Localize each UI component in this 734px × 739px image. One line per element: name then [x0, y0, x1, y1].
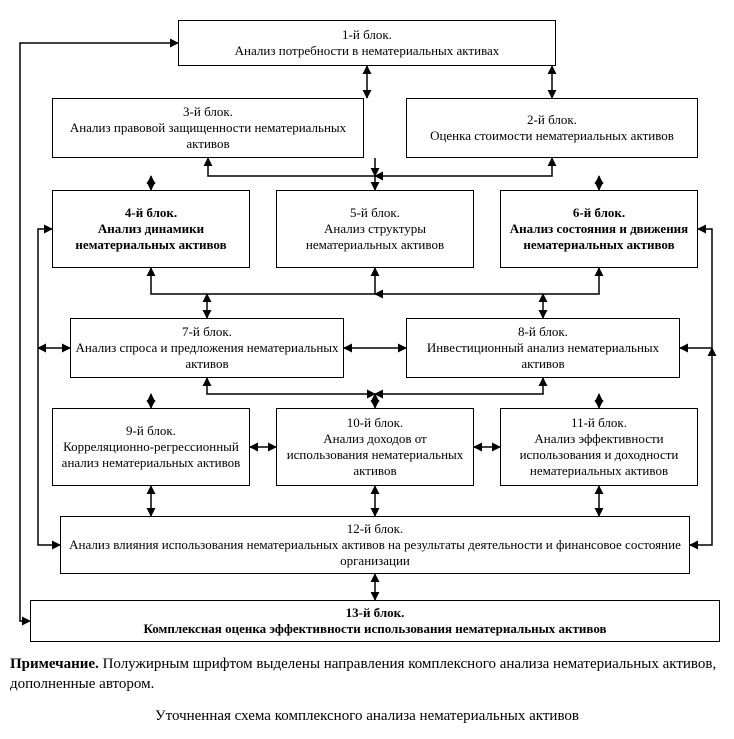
block-text: Анализ доходов от использования нематери…: [281, 431, 469, 480]
block-title: 7-й блок.: [182, 324, 232, 340]
block-9: 9-й блок. Корреляционно-регрессионный ан…: [52, 408, 250, 486]
note-text: Полужирным шрифтом выделены направления …: [10, 656, 716, 692]
block-7: 7-й блок. Анализ спроса и предложения не…: [70, 318, 344, 378]
block-13: 13-й блок. Комплексная оценка эффективно…: [30, 600, 720, 642]
block-12: 12-й блок. Анализ влияния использования …: [60, 516, 690, 574]
block-text: Анализ состояния и движения нематериальн…: [505, 221, 693, 254]
block-title: 6-й блок.: [573, 205, 625, 221]
block-5: 5-й блок. Анализ структуры нематериальны…: [276, 190, 474, 268]
block-title: 9-й блок.: [126, 423, 176, 439]
block-title: 13-й блок.: [346, 605, 405, 621]
block-text: Анализ правовой защищенности нематериаль…: [57, 120, 359, 153]
block-title: 8-й блок.: [518, 324, 568, 340]
block-title: 5-й блок.: [350, 205, 400, 221]
block-title: 3-й блок.: [183, 104, 233, 120]
block-10: 10-й блок. Анализ доходов от использован…: [276, 408, 474, 486]
block-text: Анализ спроса и предложения нематериальн…: [75, 340, 339, 373]
block-text: Оценка стоимости нематериальных активов: [430, 128, 674, 144]
block-text: Анализ потребности в нематериальных акти…: [235, 43, 500, 59]
diagram-stage: 1-й блок. Анализ потребности в нематериа…: [0, 0, 734, 739]
block-4: 4-й блок. Анализ динамики нематериальных…: [52, 190, 250, 268]
footnote: Примечание. Полужирным шрифтом выделены …: [10, 654, 724, 695]
block-11: 11-й блок. Анализ эффективности использо…: [500, 408, 698, 486]
block-text: Анализ влияния использования нематериаль…: [65, 537, 685, 570]
block-title: 10-й блок.: [347, 415, 403, 431]
block-title: 12-й блок.: [347, 521, 403, 537]
block-6: 6-й блок. Анализ состояния и движения не…: [500, 190, 698, 268]
block-text: Инвестиционный анализ нематериальных акт…: [411, 340, 675, 373]
block-text: Комплексная оценка эффективности использ…: [143, 621, 606, 637]
block-2: 2-й блок. Оценка стоимости нематериальны…: [406, 98, 698, 158]
block-3: 3-й блок. Анализ правовой защищенности н…: [52, 98, 364, 158]
block-text: Анализ структуры нематериальных активов: [281, 221, 469, 254]
block-8: 8-й блок. Инвестиционный анализ нематери…: [406, 318, 680, 378]
block-title: 11-й блок.: [571, 415, 627, 431]
note-label: Примечание.: [10, 656, 99, 672]
figure-caption: Уточненная схема комплексного анализа не…: [10, 708, 724, 725]
block-text: Корреляционно-регрессионный анализ немат…: [57, 439, 245, 472]
block-1: 1-й блок. Анализ потребности в нематериа…: [178, 20, 556, 66]
block-title: 2-й блок.: [527, 112, 577, 128]
block-title: 4-й блок.: [125, 205, 177, 221]
block-title: 1-й блок.: [342, 27, 392, 43]
block-text: Анализ динамики нематериальных активов: [57, 221, 245, 254]
block-text: Анализ эффективности использования и дох…: [505, 431, 693, 480]
